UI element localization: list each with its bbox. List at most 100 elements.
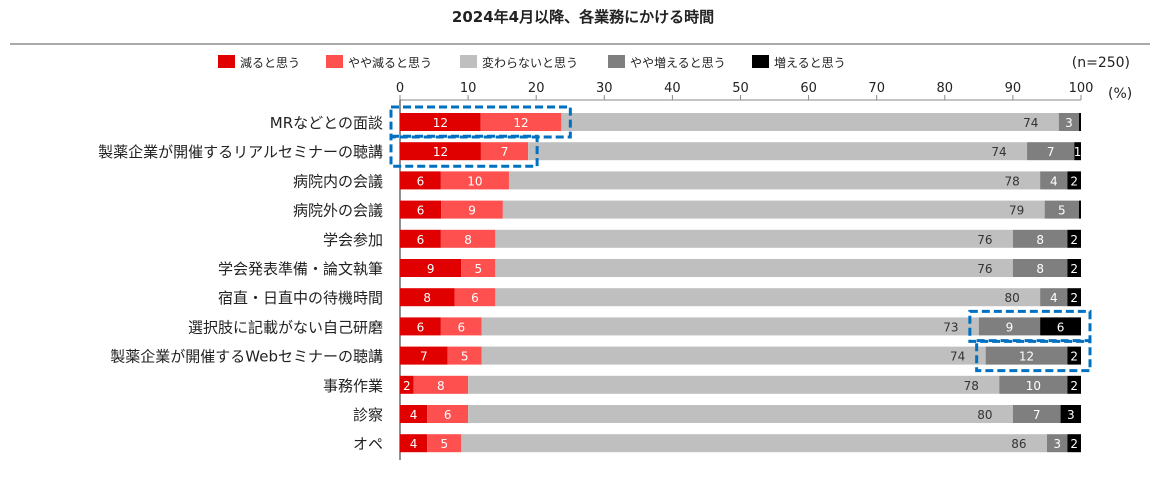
legend-swatch [608, 55, 625, 68]
bar-segment [481, 317, 979, 336]
chart-title: 2024年4月以降、各業務にかける時間 [452, 8, 714, 26]
bar-segment [1074, 142, 1081, 161]
data-label: 6 [444, 408, 452, 422]
data-label: 7 [1033, 408, 1041, 422]
bar-segment [468, 375, 1000, 394]
data-label: 5 [474, 262, 482, 276]
data-label: 2 [1070, 262, 1078, 276]
x-tick-label: 90 [1005, 81, 1022, 96]
bar-segment [495, 259, 1013, 277]
bar-segment [1046, 434, 1068, 453]
bar-row: 病院外の会議 6 9 79 5 [293, 200, 1081, 220]
bar-segment [999, 375, 1068, 394]
bar-segment [427, 434, 462, 453]
bar-segment [1067, 288, 1081, 307]
category-label: オペ [353, 435, 383, 453]
data-label: 78 [1004, 174, 1019, 188]
legend-swatch [460, 55, 477, 68]
data-label: 78 [964, 379, 979, 393]
data-label: 7 [1047, 145, 1055, 159]
bar-segment [495, 229, 1013, 248]
bar-segment [454, 288, 496, 307]
category-label: 事務作業 [323, 377, 383, 395]
data-label: 10 [1026, 379, 1041, 393]
legend-label: やや減ると思う [348, 55, 432, 70]
bar-segment [1078, 113, 1081, 131]
bar-segment [1067, 434, 1081, 453]
bar-segment [468, 405, 1013, 423]
unit-label: (%) [1108, 86, 1132, 102]
data-label: 2 [1070, 350, 1078, 364]
bar-segment [440, 171, 509, 190]
data-label: 8 [464, 233, 472, 247]
data-label: 5 [440, 437, 448, 451]
bar-segment [1078, 200, 1081, 219]
highlight-boxes [389, 105, 1092, 373]
legend-label: 減ると思う [240, 55, 300, 70]
data-label: 1 [1074, 145, 1082, 159]
data-label: 6 [471, 291, 479, 305]
x-tick-label: 40 [664, 81, 681, 96]
bar-segment [480, 142, 529, 161]
bar-segment [400, 346, 448, 365]
data-label: 5 [1058, 204, 1066, 218]
category-label: 学会発表準備・論文執筆 [218, 260, 383, 278]
bar-segment [508, 171, 1041, 190]
data-label: 6 [417, 233, 425, 247]
legend-label: 変わらないと思う [482, 55, 578, 70]
data-label: 76 [977, 233, 992, 247]
category-label: 病院外の会議 [293, 202, 383, 220]
data-label: 7 [420, 350, 428, 364]
bar-row: 製薬企業が開催するリアルセミナーの聴講 12 7 74 7 1 [98, 142, 1081, 161]
data-label: 2 [1070, 174, 1078, 188]
data-label: 10 [467, 174, 482, 188]
data-label: 2 [1070, 379, 1078, 393]
x-tick-label: 10 [460, 81, 477, 96]
bar-segment [1067, 346, 1081, 365]
bar-segment [1060, 405, 1081, 423]
data-label: 4 [410, 437, 418, 451]
data-label: 80 [1004, 291, 1019, 305]
bar-segment [400, 434, 428, 453]
bar-segment [495, 288, 1041, 307]
data-label: 12 [513, 116, 528, 130]
bar-segment [1040, 317, 1081, 336]
bar-segment [400, 317, 441, 336]
data-label: 5 [461, 350, 469, 364]
bar-segment [1012, 259, 1068, 277]
data-label: 4 [1050, 174, 1058, 188]
data-label: 12 [433, 116, 448, 130]
data-label: 6 [417, 174, 425, 188]
data-label: 3 [1067, 408, 1075, 422]
bar-segment [400, 229, 441, 248]
data-label: 8 [423, 291, 431, 305]
data-label: 6 [1057, 320, 1065, 334]
data-label: 8 [1036, 233, 1044, 247]
bar-segment [1012, 405, 1061, 423]
bar-segment [1027, 142, 1075, 161]
bar-segment [985, 346, 1068, 365]
bar-segment [400, 375, 414, 394]
bar-segment [461, 434, 1047, 453]
x-axis: 0 10 20 30 40 50 60 70 80 90 100 [396, 81, 1093, 460]
legend-swatch [326, 55, 343, 68]
data-label: 9 [468, 204, 476, 218]
bar-row: 診察 4 6 80 7 3 [353, 405, 1081, 424]
bar-row: 学会発表準備・論文執筆 9 5 76 8 2 [218, 259, 1081, 278]
x-tick-label: 80 [937, 81, 954, 96]
data-label: 9 [427, 262, 435, 276]
data-label: 73 [943, 320, 958, 334]
bar-segment [461, 259, 496, 277]
bar-segment [978, 317, 1041, 336]
highlight-box [389, 105, 572, 139]
legend-swatch [752, 55, 769, 68]
legend-label: 増えると思う [774, 56, 846, 70]
bar-segment [1040, 171, 1068, 190]
category-label: 選択肢に記載がない自己研磨 [188, 318, 383, 336]
data-label: 4 [1050, 291, 1058, 305]
category-label: 製薬企業が開催するWebセミナーの聴講 [110, 348, 383, 366]
bar-segment [502, 200, 1045, 219]
x-tick-label: 50 [732, 81, 749, 96]
category-label: 病院内の会議 [293, 172, 383, 190]
